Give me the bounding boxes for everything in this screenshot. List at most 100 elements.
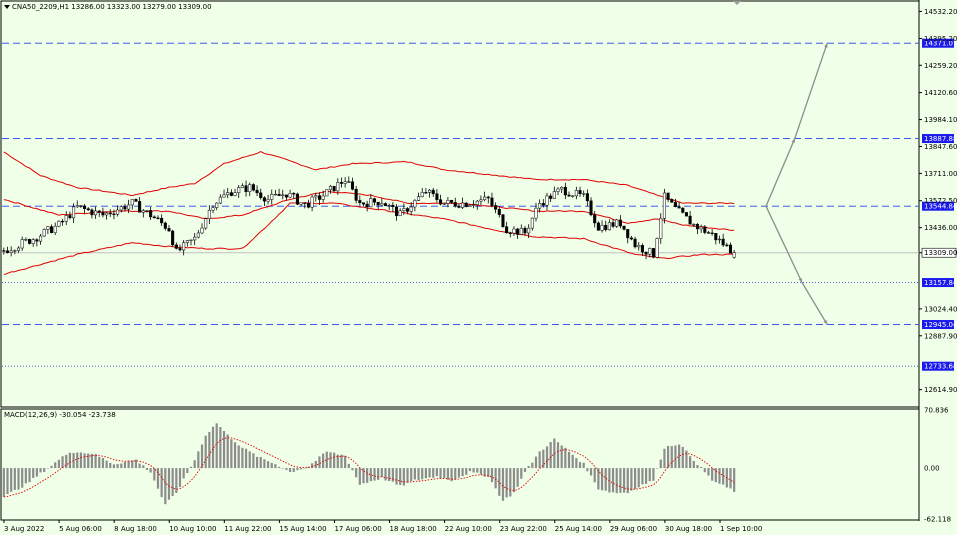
candle-body bbox=[281, 194, 285, 196]
macd-bar bbox=[501, 468, 505, 501]
candle-body bbox=[453, 202, 457, 207]
macd-header: MACD(12,26,9) -30.054 -23.738 bbox=[4, 411, 116, 419]
macd-bar bbox=[439, 468, 442, 479]
macd-bar bbox=[333, 452, 336, 469]
x-tick-label-7: 18 Aug 18:00 bbox=[390, 525, 437, 533]
bollinger-middle-band bbox=[3, 190, 735, 231]
forecast-arrow-0[interactable] bbox=[765, 42, 828, 207]
macd-bar bbox=[197, 451, 200, 469]
macd-bar bbox=[142, 465, 145, 469]
candle-body bbox=[450, 200, 454, 203]
x-tick-label-1: 5 Aug 06:00 bbox=[59, 525, 102, 533]
candle-body bbox=[167, 228, 171, 232]
macd-bar bbox=[252, 453, 255, 469]
macd-bar bbox=[101, 458, 105, 469]
macd-bar bbox=[692, 460, 695, 469]
candle-body bbox=[196, 232, 200, 238]
candle-body bbox=[659, 218, 663, 239]
macd-bar bbox=[131, 460, 134, 469]
macd-bar bbox=[538, 451, 541, 469]
dropdown-triangle-icon[interactable] bbox=[4, 5, 10, 9]
candle-body bbox=[549, 195, 553, 199]
macd-bar bbox=[465, 468, 468, 475]
macd-bar bbox=[446, 468, 450, 480]
macd-bar bbox=[670, 446, 673, 469]
macd-bar bbox=[219, 427, 222, 469]
macd-bar bbox=[336, 454, 339, 469]
macd-bar bbox=[578, 462, 582, 469]
candle-body bbox=[475, 200, 479, 205]
forecast-arrowhead bbox=[798, 278, 802, 283]
candle-body bbox=[688, 215, 692, 225]
candle-body bbox=[505, 226, 509, 234]
candle-body bbox=[556, 188, 560, 192]
macd-bar bbox=[567, 451, 571, 469]
bollinger-lower-band bbox=[3, 202, 735, 276]
level-label-0: 14371.01 bbox=[924, 40, 957, 48]
macd-bar bbox=[79, 452, 83, 469]
candle-body bbox=[703, 226, 707, 233]
macd-bar bbox=[487, 468, 490, 478]
macd-bar bbox=[10, 468, 13, 492]
macd-bar bbox=[167, 468, 171, 500]
macd-bar bbox=[351, 468, 354, 471]
macd-bar bbox=[116, 464, 119, 469]
macd-bar bbox=[244, 448, 248, 469]
forecast-arrowhead bbox=[823, 320, 828, 325]
macd-bar bbox=[175, 468, 178, 494]
candle-body bbox=[306, 203, 310, 208]
candle-body bbox=[626, 229, 630, 239]
x-tick-label-3: 10 Aug 10:00 bbox=[169, 525, 216, 533]
macd-bar bbox=[109, 462, 112, 469]
candle-body bbox=[640, 245, 644, 253]
candle-body bbox=[325, 189, 329, 197]
macd-bar bbox=[200, 444, 204, 469]
macd-bar bbox=[674, 445, 677, 469]
candle-body bbox=[119, 206, 123, 211]
macd-bar bbox=[325, 451, 328, 469]
candle-body bbox=[288, 193, 292, 198]
macd-bar bbox=[450, 468, 453, 482]
level-label-bg-0 bbox=[922, 38, 954, 48]
candle-body bbox=[684, 212, 688, 217]
candle-body bbox=[637, 245, 641, 248]
macd-bar bbox=[373, 468, 376, 481]
candle-body bbox=[244, 185, 248, 192]
candle-body bbox=[593, 214, 597, 224]
macd-bar bbox=[729, 468, 732, 489]
macd-bar bbox=[476, 468, 479, 473]
candle-body bbox=[571, 195, 575, 197]
candle-body bbox=[13, 250, 17, 252]
macd-bar bbox=[281, 468, 284, 469]
forecast-arrow-1[interactable] bbox=[765, 205, 828, 325]
y-tick-label-12: 12614.90 bbox=[924, 386, 957, 394]
x-tick-label-13: 1 Sep 10:00 bbox=[720, 525, 762, 533]
macd-bar bbox=[322, 453, 325, 469]
scroll-shift-marker[interactable] bbox=[733, 1, 741, 5]
candle-body bbox=[464, 202, 468, 207]
level-label-bg-2 bbox=[922, 201, 954, 211]
macd-bar bbox=[600, 468, 604, 491]
candle-body bbox=[90, 209, 94, 216]
macd-y-tick-label-1: 0.00 bbox=[924, 465, 940, 473]
macd-bar bbox=[377, 468, 380, 480]
candle-body bbox=[512, 228, 516, 234]
macd-bar bbox=[255, 456, 259, 469]
macd-bar bbox=[663, 448, 666, 469]
macd-bar bbox=[362, 468, 365, 484]
candle-body bbox=[336, 182, 340, 192]
macd-bar bbox=[498, 468, 501, 496]
macd-bar bbox=[457, 468, 461, 478]
macd-bar bbox=[410, 468, 413, 482]
macd-bar bbox=[703, 468, 706, 473]
macd-bar bbox=[263, 459, 266, 469]
candle-body bbox=[134, 199, 138, 202]
macd-bar bbox=[94, 454, 97, 469]
candle-body bbox=[130, 199, 134, 206]
macd-bar bbox=[520, 468, 523, 479]
candle-body bbox=[270, 193, 274, 200]
macd-bar bbox=[523, 468, 527, 472]
candle-body bbox=[497, 209, 501, 215]
candle-body bbox=[424, 192, 428, 194]
